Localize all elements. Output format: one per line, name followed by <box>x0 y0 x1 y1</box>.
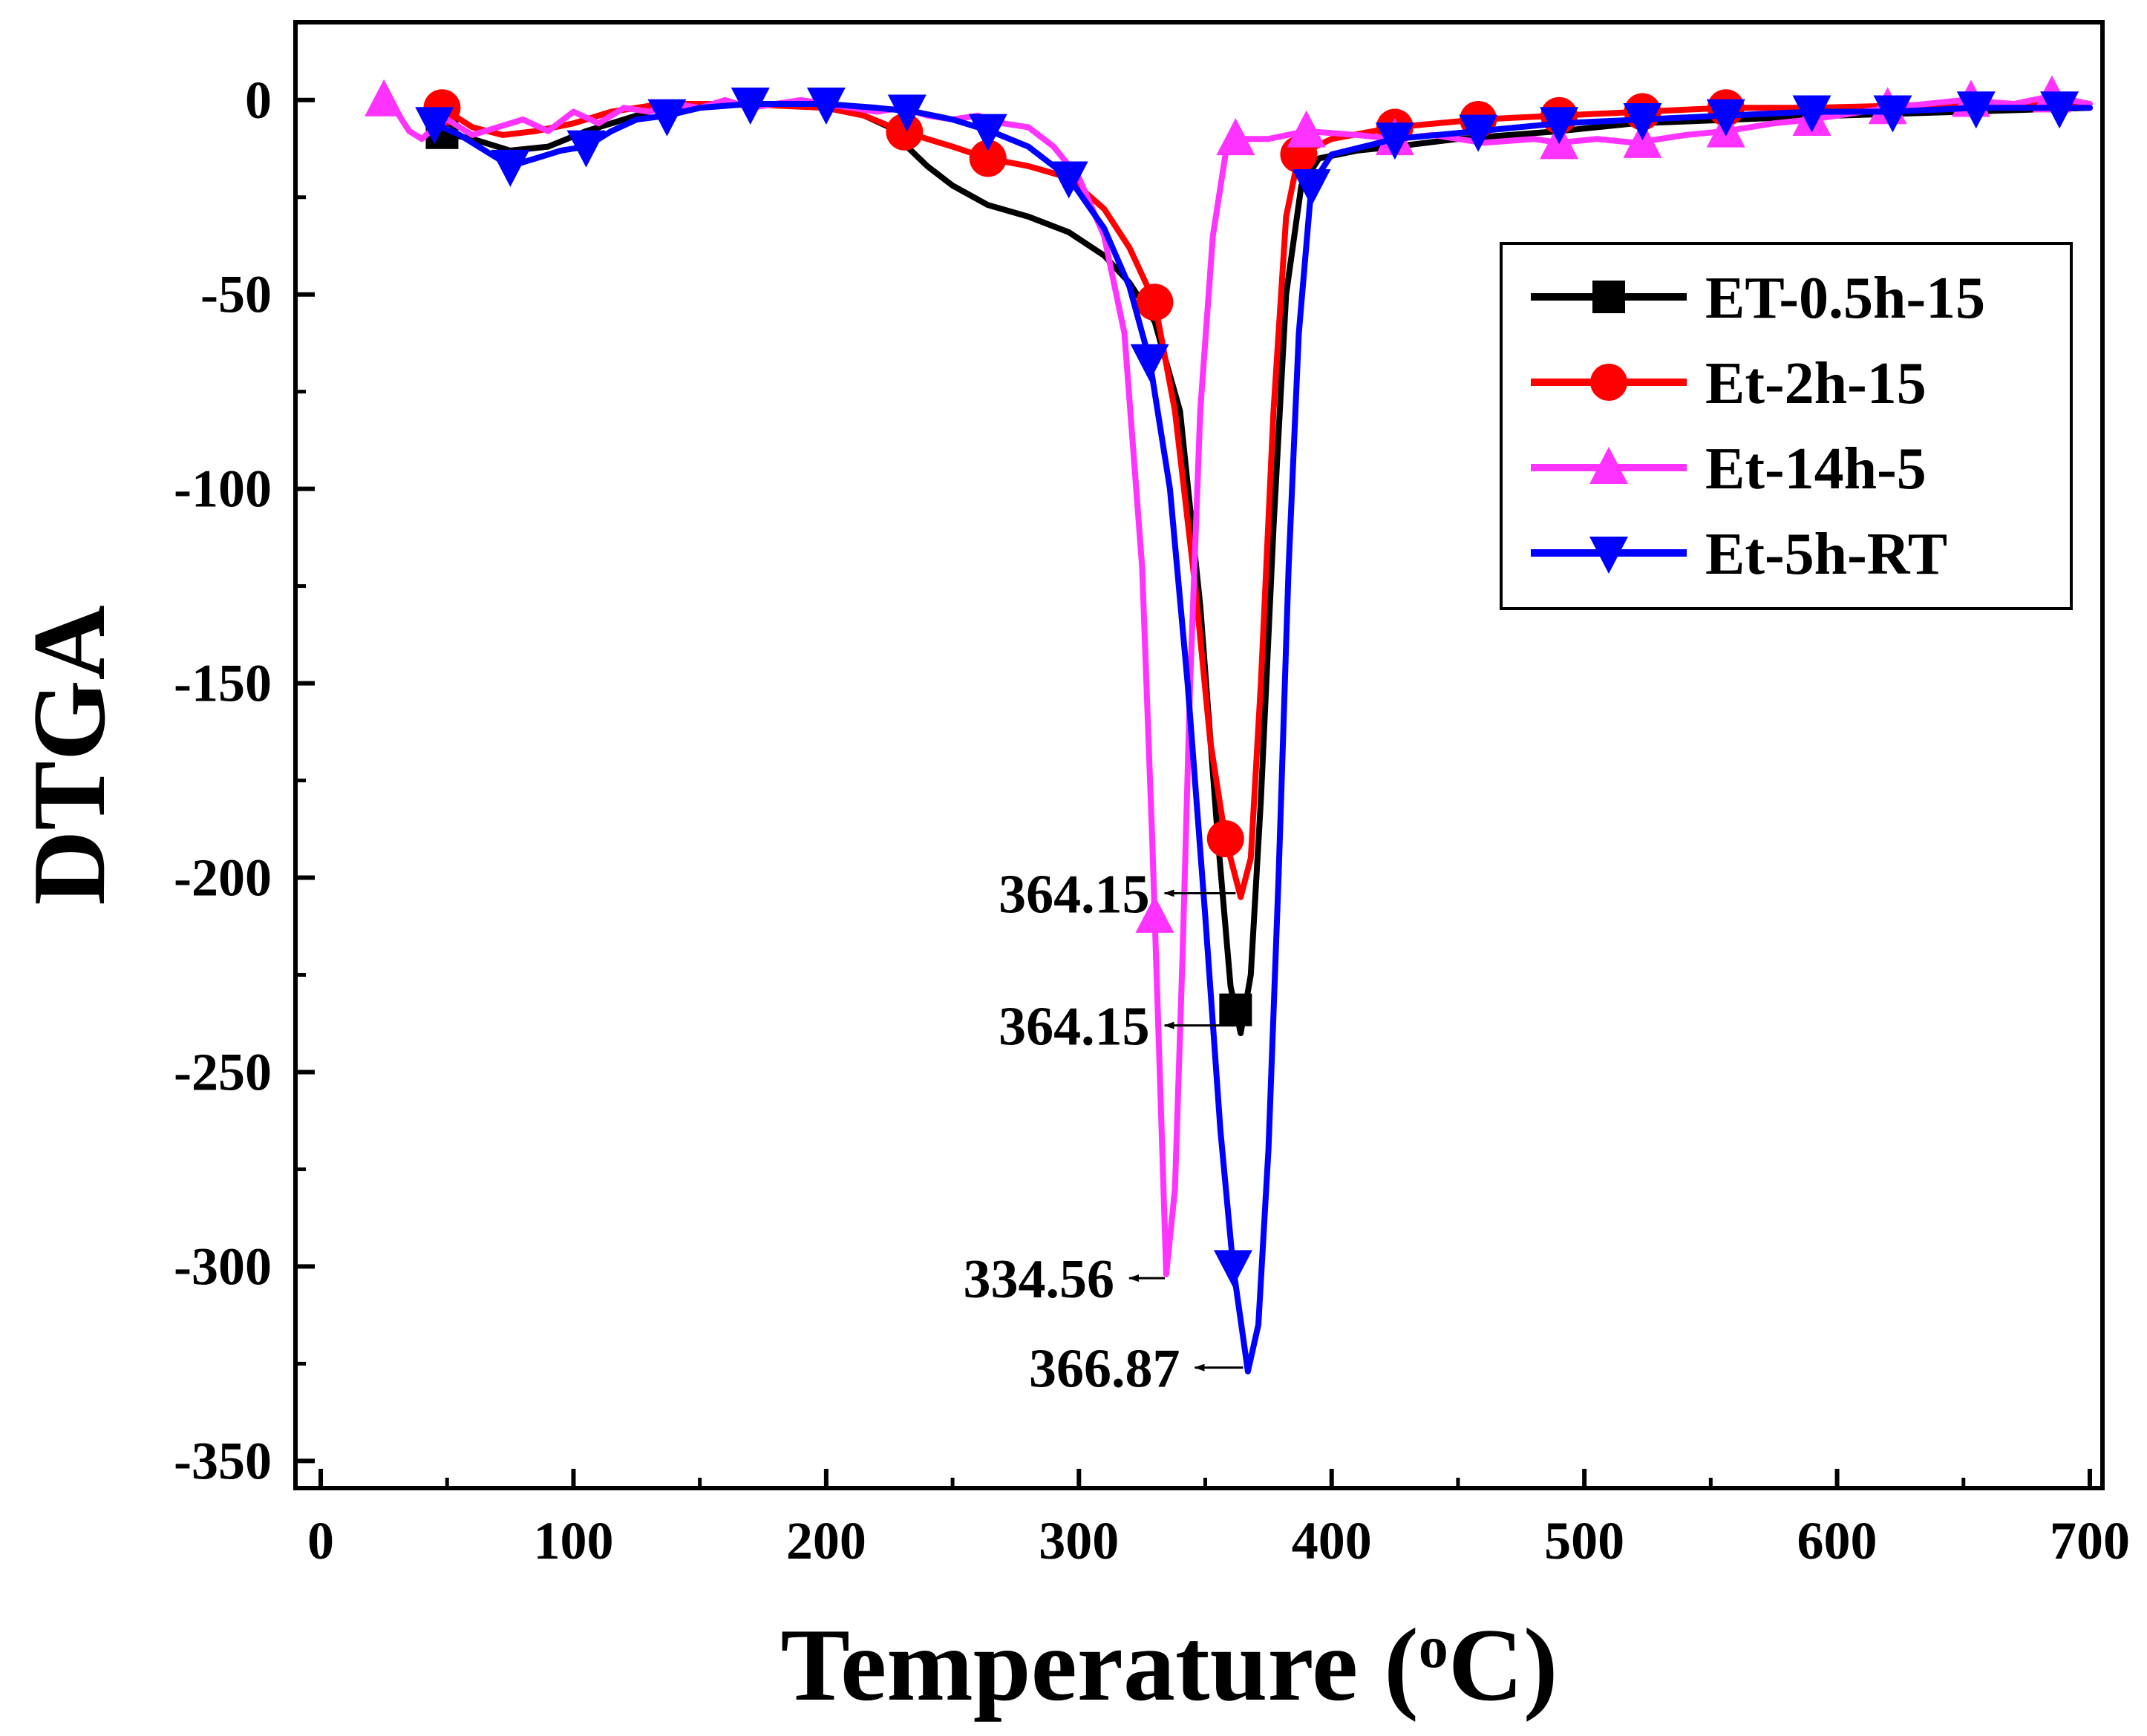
data-point-marker <box>1049 161 1088 199</box>
x-tick-label: 600 <box>1797 1511 1878 1570</box>
legend-marker <box>1589 447 1628 484</box>
y-tick-label: -100 <box>174 459 272 519</box>
x-tick-label: 0 <box>307 1511 334 1570</box>
x-tick-label: 500 <box>1544 1511 1624 1570</box>
peak-annotation: 364.15 <box>999 997 1236 1058</box>
data-point-marker <box>1873 95 1912 133</box>
y-tick-label: -150 <box>174 654 272 713</box>
data-point-marker <box>647 99 687 137</box>
data-point-marker <box>1292 169 1331 207</box>
data-point-marker <box>1459 114 1498 152</box>
data-point-marker <box>1706 99 1745 137</box>
annotation-label: 364.15 <box>999 997 1150 1058</box>
series-line <box>431 101 2093 1375</box>
legend-marker <box>1592 281 1625 313</box>
data-point-marker <box>1130 344 1169 381</box>
data-point-marker <box>731 88 770 125</box>
x-tick-label: 700 <box>2050 1511 2130 1570</box>
legend-label: Et-2h-15 <box>1705 351 1927 416</box>
x-axis-title: Temperature (oC) <box>780 1608 1558 1723</box>
annotations: 364.15 364.15 334.56 366.87 <box>963 864 1244 1400</box>
y-tick-label: -200 <box>174 848 272 908</box>
data-point-marker <box>1136 284 1174 321</box>
x-tick-label: 400 <box>1292 1511 1372 1570</box>
data-point-marker <box>887 94 927 132</box>
data-point-marker <box>1623 102 1662 140</box>
data-point-marker <box>1213 1250 1252 1288</box>
peak-annotation: 366.87 <box>1029 1339 1244 1400</box>
legend-entry: Et-5h-RT <box>1531 522 1947 587</box>
y-tick-label: -50 <box>200 265 272 324</box>
data-point-marker <box>365 79 404 117</box>
legend-entry: Et-14h-5 <box>1531 436 1927 502</box>
data-point-marker <box>969 140 1007 177</box>
x-tick-label: 200 <box>786 1511 866 1570</box>
annotation-label: 364.15 <box>999 864 1150 925</box>
data-point-marker <box>1540 107 1579 145</box>
y-tick-label: -300 <box>174 1237 272 1296</box>
data-point-marker <box>566 130 606 168</box>
peak-annotation: 334.56 <box>963 1249 1166 1310</box>
legend-entry: ET-0.5h-15 <box>1531 266 1985 331</box>
peak-annotation: 364.15 <box>999 864 1236 925</box>
series-Et-5h-RT <box>415 88 2093 1375</box>
legend: ET-0.5h-15 Et-2h-15 Et-14h-5 Et-5h-RT <box>1500 242 2073 610</box>
x-tick-label: 300 <box>1039 1511 1119 1570</box>
x-tick-label: 100 <box>533 1511 613 1570</box>
data-point-marker <box>806 88 846 125</box>
legend-label: ET-0.5h-15 <box>1705 266 1985 331</box>
y-tick-label: 0 <box>245 71 272 130</box>
data-point-marker <box>1135 895 1174 933</box>
data-point-marker <box>415 107 454 145</box>
y-tick-label: -350 <box>174 1431 272 1490</box>
legend-label: Et-5h-RT <box>1705 522 1947 587</box>
data-point-marker <box>1287 110 1326 148</box>
annotation-label: 366.87 <box>1029 1339 1180 1400</box>
legend-marker <box>1590 364 1627 401</box>
y-axis-title: DTGA <box>12 605 127 905</box>
plot-frame <box>293 20 2105 1490</box>
annotation-label: 334.56 <box>963 1249 1114 1310</box>
data-point-marker <box>491 149 530 187</box>
legend-label: Et-14h-5 <box>1705 436 1927 502</box>
data-point-marker <box>1206 820 1244 858</box>
data-point-marker <box>886 113 924 151</box>
data-point-marker <box>1792 95 1831 133</box>
data-point-marker <box>968 114 1007 151</box>
data-point-marker <box>1375 122 1414 160</box>
legend-entry: Et-2h-15 <box>1531 351 1927 416</box>
series-line <box>381 93 2093 1277</box>
data-point-marker <box>1219 993 1252 1026</box>
series-layer <box>365 75 2093 1375</box>
axes: 0 100 200 300 400 500 600 700 0 -50 -100 -150 -200 -2… <box>12 20 2130 1723</box>
y-tick-label: -250 <box>174 1042 272 1101</box>
legend-marker <box>1589 537 1628 574</box>
data-point-marker <box>1956 91 1996 129</box>
data-point-marker <box>1216 118 1255 156</box>
data-point-marker <box>2040 91 2079 129</box>
